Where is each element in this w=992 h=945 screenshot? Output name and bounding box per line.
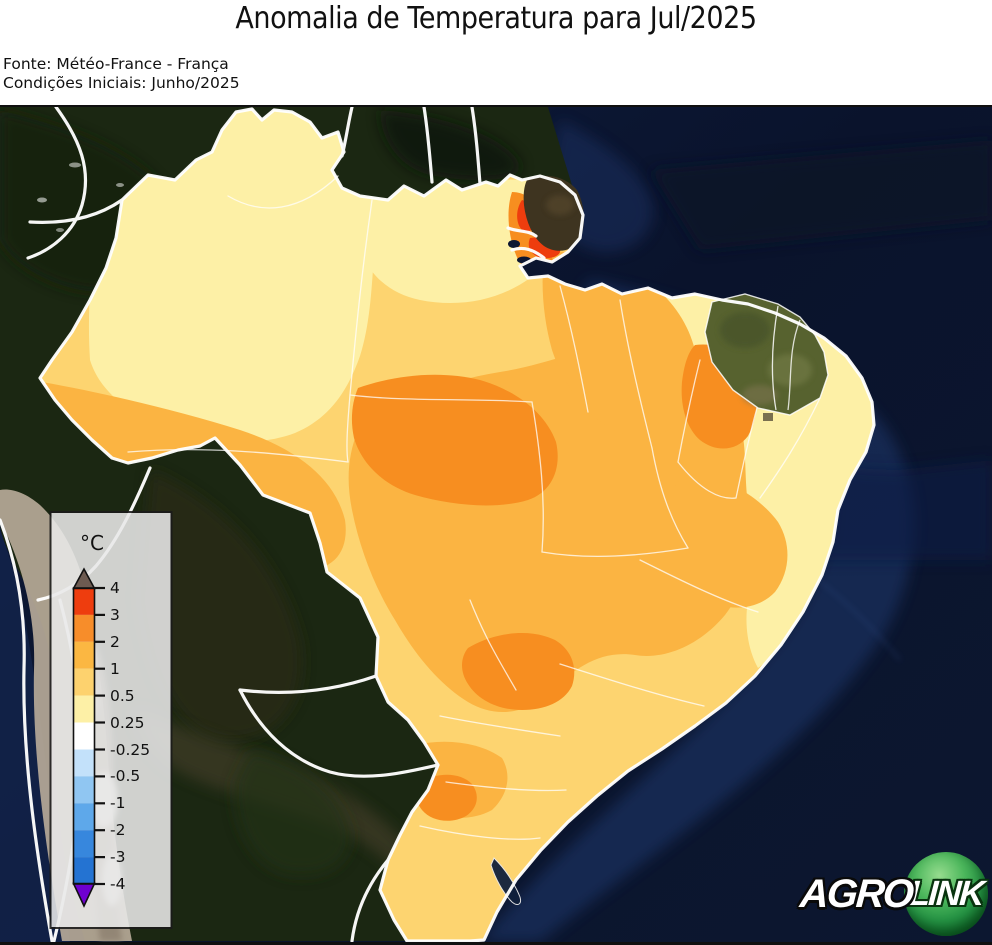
anomaly-pale-north-para xyxy=(352,178,548,304)
tick-label: 0.5 xyxy=(110,687,135,705)
source-line: Fonte: Météo-France - França xyxy=(3,55,229,73)
agrolink-logo-text-agro: AGRO xyxy=(798,871,914,916)
tick-label: -0.25 xyxy=(110,741,150,759)
state-border xyxy=(227,175,339,209)
map-frame: °C 4 3 2 xyxy=(0,105,992,945)
ceara-texture xyxy=(742,385,778,405)
legend-seg-025-05 xyxy=(73,695,95,723)
state-border xyxy=(619,299,653,449)
legend-seg-1-2 xyxy=(73,641,95,669)
ceara-texture xyxy=(768,354,812,386)
state-border xyxy=(559,663,705,707)
border-argentina-uruguay xyxy=(350,858,390,942)
cloud-speck xyxy=(37,197,47,203)
state-border xyxy=(559,285,589,413)
tick-label: -3 xyxy=(110,848,125,866)
border-venezuela-guyana xyxy=(340,107,354,158)
legend-seg-m2-m3 xyxy=(73,830,95,858)
cloud-speck xyxy=(69,162,81,168)
pacific-coastline xyxy=(0,518,54,942)
state-border xyxy=(677,461,737,499)
legend-box xyxy=(49,511,173,929)
lagoa-dos-patos xyxy=(490,857,521,905)
country-borders xyxy=(0,107,876,942)
tick-label: -4 xyxy=(110,875,125,893)
page-title: Anomalia de Temperatura para Jul/2025 xyxy=(235,1,757,36)
nodata-speck xyxy=(763,413,773,421)
state-border xyxy=(639,559,759,613)
tick-label: 3 xyxy=(110,606,120,624)
ceara-mask-border xyxy=(704,293,829,416)
tick-label: -2 xyxy=(110,821,125,839)
legend-unit-label: °C xyxy=(80,531,104,555)
border-guyana-suriname xyxy=(422,107,434,184)
tick-label: 4 xyxy=(110,579,120,597)
state-border xyxy=(759,397,821,499)
amazon-channel xyxy=(506,226,538,238)
texture-bolivia xyxy=(140,470,302,740)
border-bolivia-paraguay xyxy=(238,674,378,694)
state-border xyxy=(127,448,349,463)
state-border xyxy=(771,305,779,411)
state-border xyxy=(651,447,689,549)
tick-label: -0.5 xyxy=(110,767,140,785)
agrolink-logo-text-link: LINK xyxy=(907,874,985,913)
state-border xyxy=(531,401,544,553)
state-border xyxy=(541,547,689,558)
legend-seg-2-3 xyxy=(73,614,95,642)
state-border xyxy=(349,394,533,403)
marajo-texture xyxy=(546,195,574,215)
legend-seg-neutral xyxy=(73,722,95,750)
initial-conditions-line: Condições Iniciais: Junho/2025 xyxy=(3,74,240,92)
anomaly-orange-mato-grosso xyxy=(351,374,558,506)
ocean-texture-band xyxy=(650,140,992,250)
legend-seg-m025-m05 xyxy=(73,749,95,777)
legend-tick-labels: 4 3 2 1 0.5 0.25 -0.25 -0.5 -1 -2 -3 -4 xyxy=(110,579,150,893)
anomaly-amber-bahia xyxy=(663,470,788,608)
legend-seg-3-4 xyxy=(73,588,95,615)
state-border xyxy=(439,715,561,737)
legend-panel: °C 4 3 2 xyxy=(49,511,173,929)
anomaly-pale-west-amazonas xyxy=(88,109,378,442)
state-borders xyxy=(127,175,821,840)
texture-paraguay xyxy=(234,750,351,876)
border-venezuela-colombia xyxy=(26,107,88,260)
state-border xyxy=(419,825,541,840)
legend-seg-05-1 xyxy=(73,668,95,696)
brazil-border xyxy=(38,107,876,942)
legend-seg-m3-m4 xyxy=(73,857,95,884)
state-border xyxy=(346,199,373,463)
legend-ticks xyxy=(94,586,105,886)
state-border xyxy=(677,359,701,463)
agrolink-logo: AGRO LINK xyxy=(798,852,988,936)
agrolink-logo-circle: LINK xyxy=(904,852,988,936)
amazon-mouth-water xyxy=(508,240,520,248)
tick-label: -1 xyxy=(110,794,125,812)
state-border xyxy=(787,319,801,411)
ceara-texture xyxy=(720,312,770,348)
state-border xyxy=(735,407,758,499)
continental-shelf xyxy=(480,280,914,942)
state-border xyxy=(445,781,567,792)
texture-guianas xyxy=(380,110,521,181)
cloud-speck xyxy=(56,228,64,232)
legend-seg-m05-m1 xyxy=(73,776,95,804)
legend-seg-m1-m2 xyxy=(73,803,95,831)
amazon-channel xyxy=(510,246,546,260)
tick-label: 2 xyxy=(110,633,120,651)
legend-bar-outline xyxy=(72,587,96,885)
border-paraguay-argentina xyxy=(238,688,440,778)
state-border xyxy=(469,599,517,691)
anomaly-orange-sao-paulo xyxy=(462,633,575,710)
tick-label: 1 xyxy=(110,660,120,678)
border-suriname-guiana xyxy=(470,107,482,186)
anomaly-map-canvas: °C 4 3 2 xyxy=(0,107,992,942)
tick-label: 0.25 xyxy=(110,714,145,732)
anomaly-amber-east-para xyxy=(542,250,698,438)
cloud-speck xyxy=(116,183,124,187)
border-colombia-peru xyxy=(28,198,124,224)
